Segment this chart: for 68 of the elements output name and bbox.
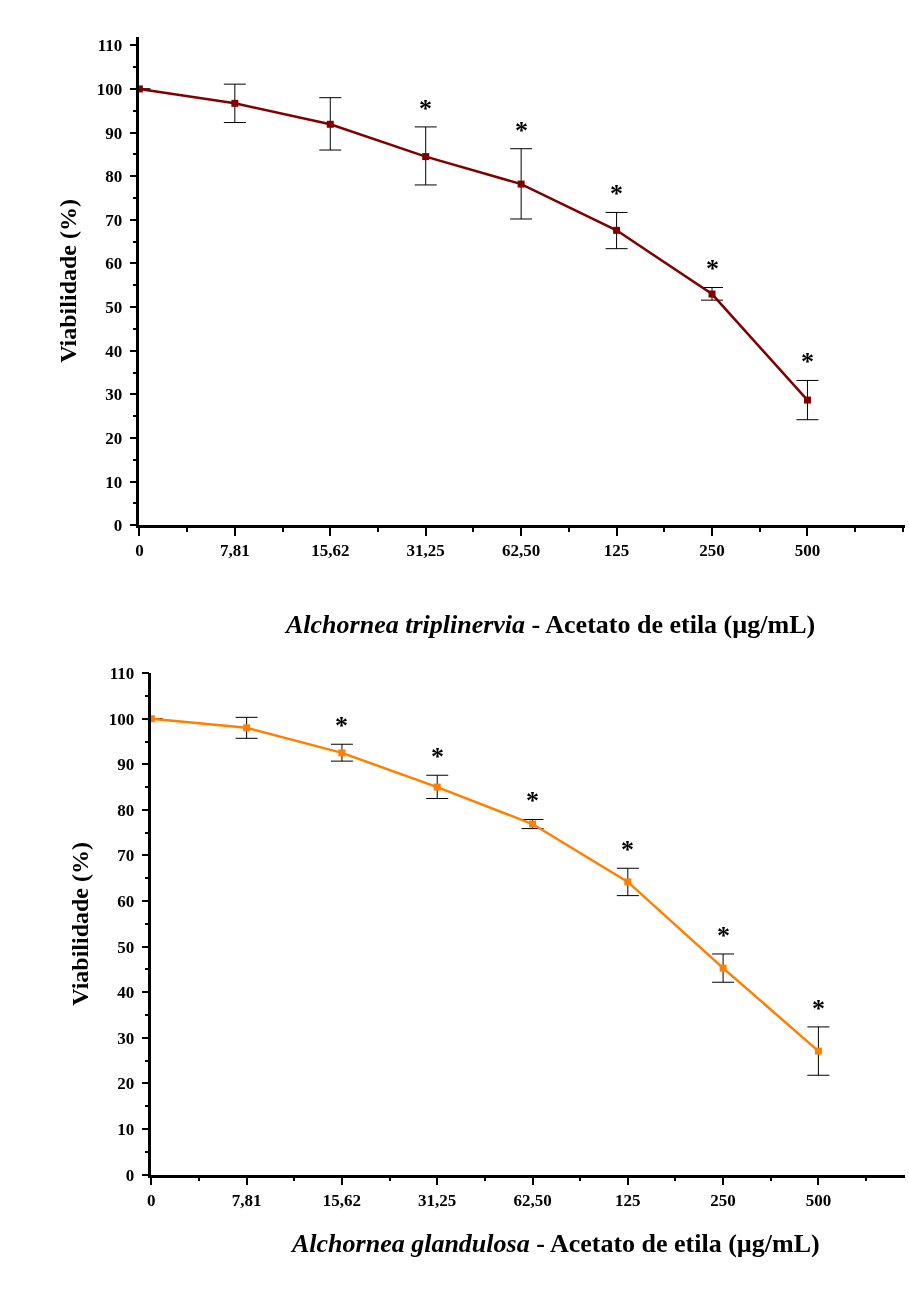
y-tick-label: 20 [117, 1074, 135, 1094]
y-tick-label: 110 [109, 664, 135, 684]
annotation: * [801, 347, 814, 376]
annotation: * [431, 742, 444, 771]
y-tick-label: 50 [105, 298, 123, 318]
x-tick-label: 250 [699, 541, 725, 561]
x-tick-label: 31,25 [418, 1190, 457, 1210]
point [814, 1047, 822, 1055]
x-tick-label: 125 [603, 541, 630, 561]
y-axis-title: Viabilidade (%) [54, 199, 81, 363]
y-tick-label: 100 [108, 709, 135, 729]
y-tick-label: 0 [125, 1165, 135, 1185]
y-tick-label: 80 [117, 800, 135, 820]
y-tick-label: 100 [96, 79, 123, 99]
y-axis-title: Viabilidade (%) [66, 841, 93, 1006]
annotation: * [706, 254, 719, 283]
y-tick-label: 80 [105, 167, 123, 187]
point [624, 878, 632, 886]
point [231, 99, 239, 107]
point [719, 964, 727, 972]
point [338, 749, 346, 757]
point [708, 290, 716, 298]
point [422, 153, 430, 161]
y-tick-label: 0 [113, 516, 123, 536]
x-tick-label: 62,50 [513, 1190, 552, 1210]
x-tick-label: 15,62 [311, 541, 350, 561]
y-tick-label: 60 [117, 892, 135, 912]
x-tick-label: 125 [615, 1190, 641, 1210]
x-tick-label: 500 [794, 541, 821, 561]
y-tick-label: 10 [105, 472, 123, 492]
y-tick-label: 30 [105, 385, 123, 405]
annotation: * [717, 921, 730, 950]
y-tick-label: 30 [117, 1028, 135, 1048]
point [433, 783, 441, 791]
y-tick-label: 70 [105, 210, 123, 230]
annotation: * [526, 786, 539, 815]
annotation: * [812, 994, 825, 1023]
x-tick-label: 31,25 [406, 541, 445, 561]
point [529, 820, 537, 828]
y-tick-label: 10 [117, 1120, 135, 1139]
annotation: * [419, 94, 432, 123]
x-tick-label: 7,81 [231, 1190, 262, 1210]
y-tick-label: 60 [105, 254, 123, 274]
point [803, 396, 811, 404]
x-tick-label: 250 [710, 1190, 736, 1210]
y-tick-label: 40 [105, 341, 123, 361]
annotation: * [610, 179, 623, 208]
x-axis-title: Alchornea glandulosa - Acetato de etila (µg/mL) [290, 1229, 820, 1258]
point [517, 180, 525, 188]
point [243, 724, 251, 732]
y-tick-label: 50 [117, 937, 135, 957]
y-tick-label: 40 [117, 983, 135, 1003]
y-tick-label: 110 [97, 36, 123, 56]
point [326, 120, 334, 128]
x-tick-label: 500 [805, 1190, 832, 1210]
y-tick-label: 20 [105, 428, 123, 448]
annotation: * [621, 835, 634, 864]
x-tick-label: 7,81 [219, 541, 250, 561]
annotation: * [515, 116, 528, 145]
x-tick-label: 15,62 [322, 1190, 362, 1210]
x-tick-label: 0 [147, 1190, 156, 1210]
x-tick-label: 62,50 [502, 541, 541, 561]
y-tick-label: 90 [105, 123, 123, 143]
annotation: * [335, 711, 348, 740]
x-axis-title: Alchornea triplinervia - Acetato de etila (µg/mL) [284, 610, 816, 639]
point [613, 226, 621, 234]
y-tick-label: 90 [117, 755, 135, 775]
y-tick-label: 70 [117, 846, 135, 866]
